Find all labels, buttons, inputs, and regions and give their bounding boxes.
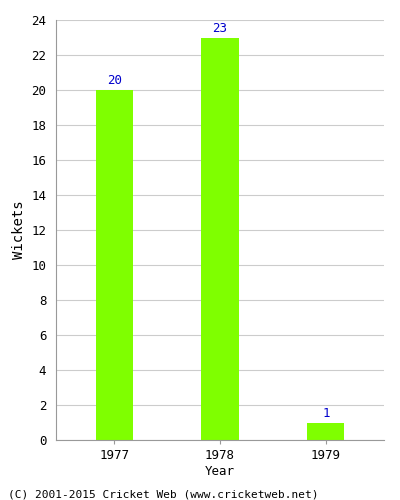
Y-axis label: Wickets: Wickets bbox=[12, 200, 26, 260]
Text: 23: 23 bbox=[212, 22, 228, 35]
X-axis label: Year: Year bbox=[205, 465, 235, 478]
Bar bbox=[96, 90, 133, 440]
Text: 20: 20 bbox=[107, 74, 122, 88]
Text: (C) 2001-2015 Cricket Web (www.cricketweb.net): (C) 2001-2015 Cricket Web (www.cricketwe… bbox=[8, 490, 318, 500]
Bar bbox=[202, 38, 238, 440]
Text: 1: 1 bbox=[322, 407, 330, 420]
Bar bbox=[307, 422, 344, 440]
